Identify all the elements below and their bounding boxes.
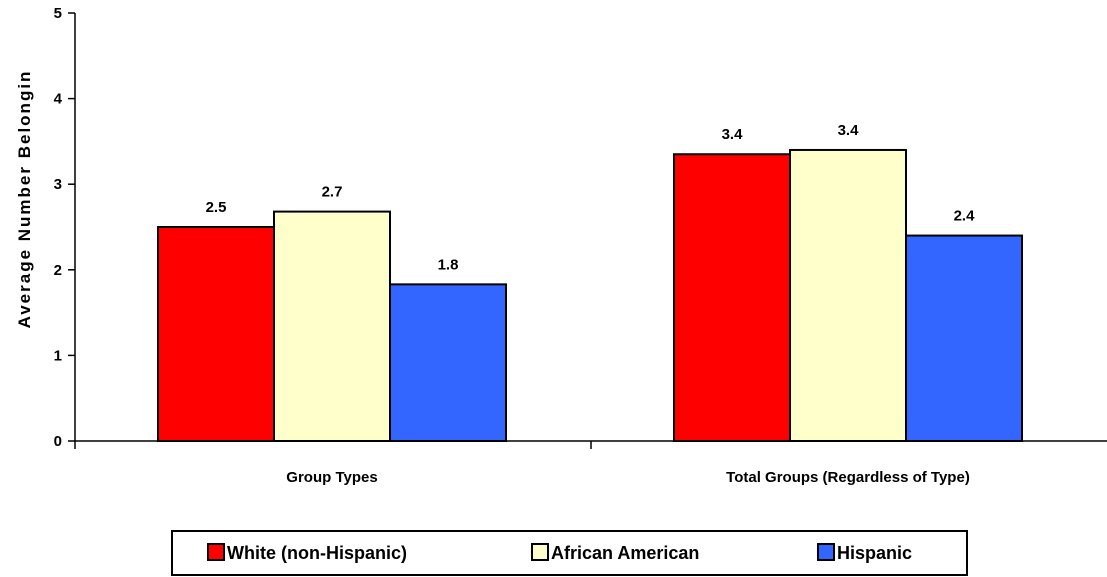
y-axis-title: Average Number Belongin <box>15 70 34 329</box>
data-label: 3.4 <box>838 122 860 139</box>
legend-label: Hispanic <box>837 543 912 563</box>
y-tick-label: 1 <box>54 347 62 364</box>
data-label: 2.7 <box>322 184 343 201</box>
data-label: 2.5 <box>206 199 227 216</box>
legend-swatch <box>531 543 549 561</box>
bar <box>389 283 507 442</box>
y-tick-label: 3 <box>54 176 62 193</box>
legend-swatch <box>817 543 835 561</box>
bars <box>157 148 1023 443</box>
legend-label: African American <box>551 543 699 563</box>
category-label: Group Types <box>286 469 377 486</box>
y-tick-label: 4 <box>54 91 63 108</box>
bar <box>673 153 791 443</box>
legend-label: White (non-Hispanic) <box>227 543 407 563</box>
bar <box>905 234 1023 442</box>
data-labels: 2.5 2.7 1.8 3.4 3.4 2.4 <box>206 122 976 273</box>
legend-swatch <box>207 543 225 561</box>
y-ticks: 0 1 2 3 4 5 <box>54 5 75 450</box>
y-axis-title-group: Average Number Belongin <box>15 70 34 329</box>
bar <box>789 148 907 443</box>
data-label: 1.8 <box>438 256 459 273</box>
data-label: 3.4 <box>722 126 744 143</box>
legend: White (non-Hispanic) African American Hisp… <box>171 530 968 576</box>
y-tick-label: 2 <box>54 262 62 279</box>
data-label: 2.4 <box>954 208 976 225</box>
category-label: Total Groups (Regardless of Type) <box>726 469 970 486</box>
y-tick-label: 0 <box>54 433 62 450</box>
y-tick-label: 5 <box>54 5 62 22</box>
bar <box>157 226 275 442</box>
category-labels: Group Types Total Groups (Regardless of T… <box>286 469 970 486</box>
bar <box>273 210 391 442</box>
